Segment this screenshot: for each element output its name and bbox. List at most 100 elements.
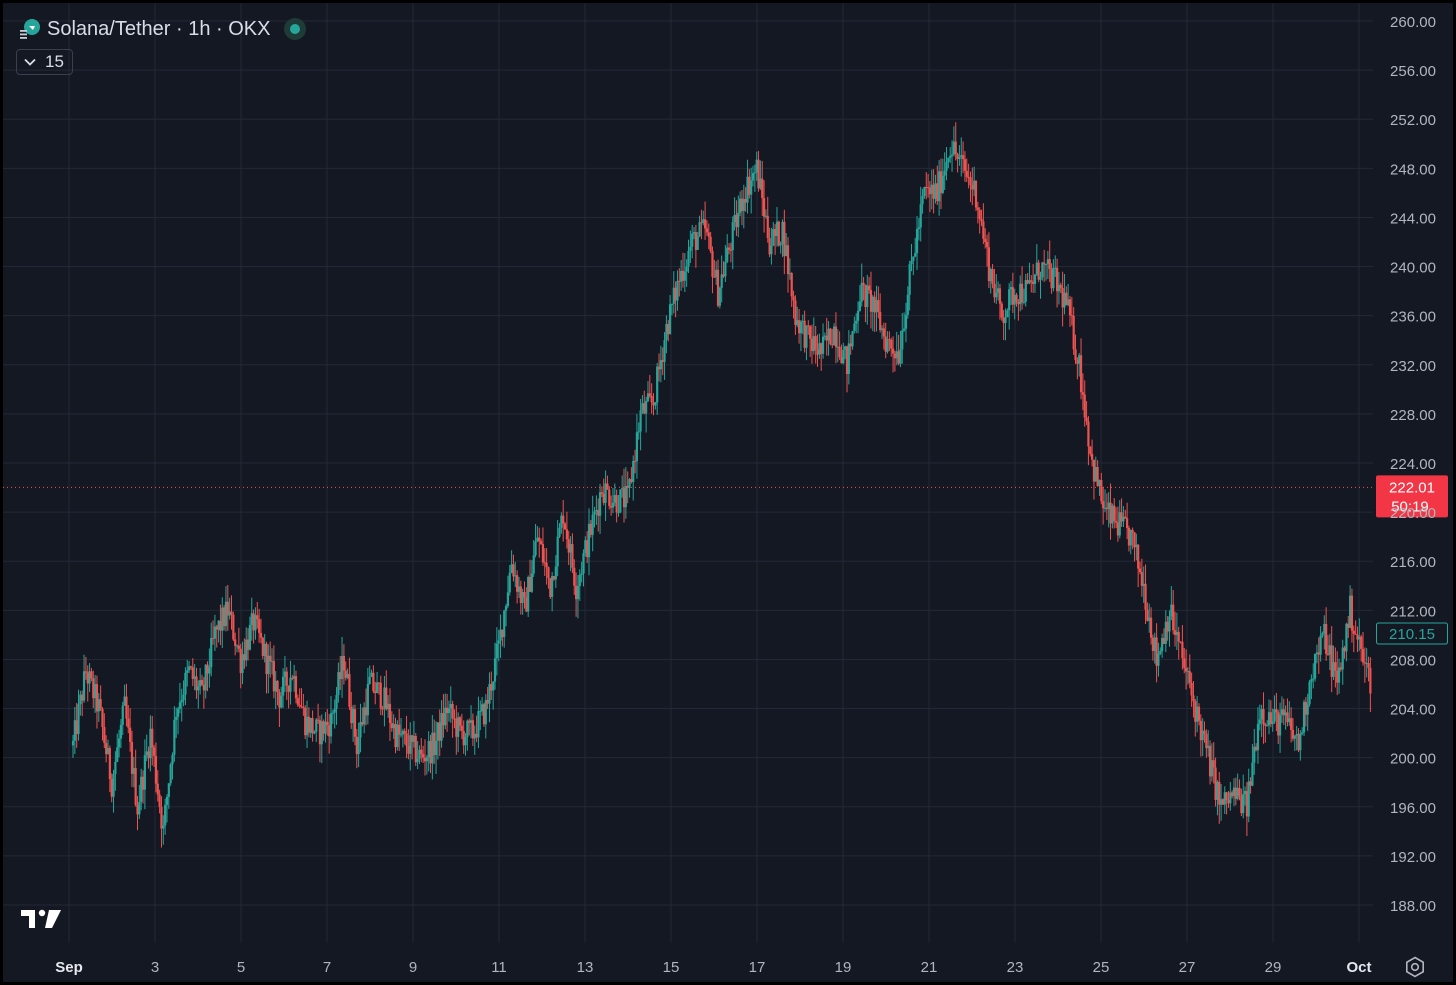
candle [364,688,368,726]
settings-gear-icon[interactable] [1403,955,1427,979]
candle [744,187,747,212]
candle [272,645,275,699]
candle [175,707,178,739]
candle [468,718,471,736]
candle [704,201,707,240]
candle [1363,647,1366,683]
candle [466,719,469,751]
candle [742,184,745,229]
candle [663,332,666,380]
indicators-collapse-button[interactable]: 15 [16,49,73,75]
candle [95,675,99,729]
candle [469,705,473,739]
candle [348,657,351,711]
candle [528,559,532,593]
candle [329,696,333,744]
candle [1013,288,1016,320]
candle [125,683,128,727]
candle [792,290,795,319]
candle [853,316,856,334]
candle [1015,292,1018,307]
time-axis[interactable]: Sep 3 5 7 9 11 13 15 17 19 21 23 25 27 29 Oct [55,959,1371,976]
candle [991,263,994,289]
candle [1087,416,1090,466]
candle [1138,561,1142,575]
candle [1118,500,1121,539]
date-tick-label: 13 [577,959,594,976]
price-axis[interactable]: 260.00 256.00 252.00 248.00 244.00 240.00 236.… [1390,14,1436,915]
candle [809,325,812,357]
candle [737,195,740,238]
candle [1061,271,1064,327]
candle [1008,283,1011,330]
candle [1052,259,1055,292]
candle [657,353,661,382]
candle [576,575,580,619]
candle [536,526,539,543]
candle [709,231,712,254]
candle [598,483,602,534]
candle [339,655,342,691]
date-tick-label: 5 [237,959,245,976]
candle [1267,699,1271,735]
date-tick-label: 29 [1265,959,1282,976]
candle [449,686,452,723]
candle [729,242,732,263]
candle [1085,401,1088,426]
candle [217,620,220,643]
candle [1218,771,1221,824]
candle [213,614,216,651]
candle [211,620,215,645]
price-tick-label: 256.00 [1390,63,1436,80]
candle [167,783,170,809]
candle [890,337,893,357]
candle [534,523,537,558]
candle [672,271,675,314]
price-tick-label: 216.00 [1390,554,1436,571]
candle [724,244,727,282]
candle [549,577,552,599]
price-tick-label: 248.00 [1390,161,1436,178]
candle [904,302,908,343]
candle [578,569,581,601]
candle [989,267,992,294]
candle [1341,639,1344,685]
candle [1299,730,1302,761]
candle [307,707,310,738]
candle [838,331,841,361]
candle [1011,272,1014,314]
candle [1033,274,1037,293]
candle [739,191,742,217]
candle [716,259,720,308]
candle [880,325,884,340]
candle [869,271,873,329]
candle [915,216,919,270]
candle [1177,626,1180,660]
candle [862,276,865,301]
candle [337,662,340,703]
candlestick-chart[interactable]: 222.01 50:19 210.15 260.00 256.00 252.00 248.… [3,3,1453,982]
candle [1326,635,1330,656]
candle [895,331,898,366]
symbol-title[interactable]: Solana/Tether · 1h · OKX [47,17,271,40]
candle [1081,373,1084,411]
candle [1242,774,1245,819]
candle [757,150,760,192]
candle [1041,261,1044,281]
candle [562,500,565,542]
candle [241,641,244,685]
candle [545,548,548,585]
date-tick-label: 7 [323,959,331,976]
candle [422,745,425,764]
candle [906,286,909,319]
candle [1151,634,1155,661]
candle [1153,632,1156,664]
candle [963,151,967,182]
candle [412,720,416,748]
candle [399,717,403,738]
candle [464,732,467,756]
candle [427,731,430,772]
candle [939,158,943,210]
tradingview-logo-icon[interactable] [21,908,63,930]
candle [860,263,863,307]
